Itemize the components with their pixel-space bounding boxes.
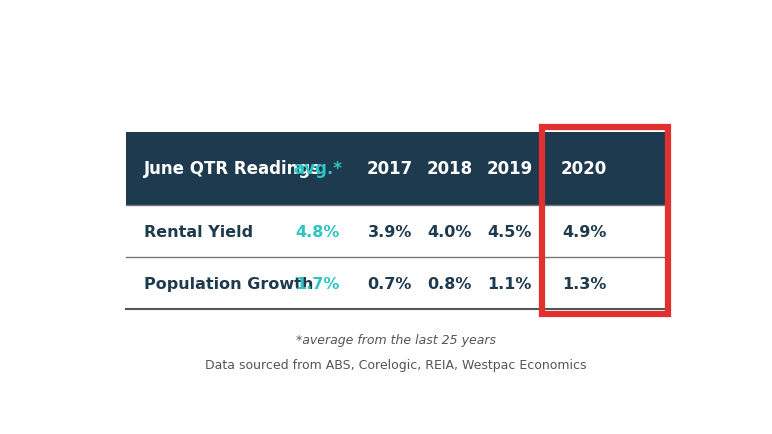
Text: 1.1%: 1.1%: [487, 276, 531, 291]
Text: 3.9%: 3.9%: [367, 224, 411, 239]
Text: 0.8%: 0.8%: [428, 276, 472, 291]
Text: 2020: 2020: [561, 160, 608, 178]
Text: 4.5%: 4.5%: [487, 224, 531, 239]
Text: June QTR Readings: June QTR Readings: [144, 160, 321, 178]
Text: 2017: 2017: [367, 160, 413, 178]
Text: 4.9%: 4.9%: [562, 224, 606, 239]
Text: 1.3%: 1.3%: [562, 276, 606, 291]
Text: Rental Yield: Rental Yield: [144, 224, 253, 239]
Text: Data sourced from ABS, Corelogic, REIA, Westpac Economics: Data sourced from ABS, Corelogic, REIA, …: [205, 358, 587, 371]
Text: 2018: 2018: [426, 160, 472, 178]
Text: 4.8%: 4.8%: [296, 224, 340, 239]
Text: avg.*: avg.*: [293, 160, 342, 178]
Text: 1.7%: 1.7%: [296, 276, 340, 291]
Text: 4.0%: 4.0%: [428, 224, 472, 239]
Bar: [127, 258, 665, 309]
Bar: [127, 132, 665, 206]
Text: 2019: 2019: [486, 160, 533, 178]
Text: *average from the last 25 years: *average from the last 25 years: [296, 333, 496, 346]
Text: 0.7%: 0.7%: [367, 276, 411, 291]
Bar: [542, 127, 668, 314]
Text: Population Growth: Population Growth: [144, 276, 313, 291]
Bar: [127, 206, 665, 258]
